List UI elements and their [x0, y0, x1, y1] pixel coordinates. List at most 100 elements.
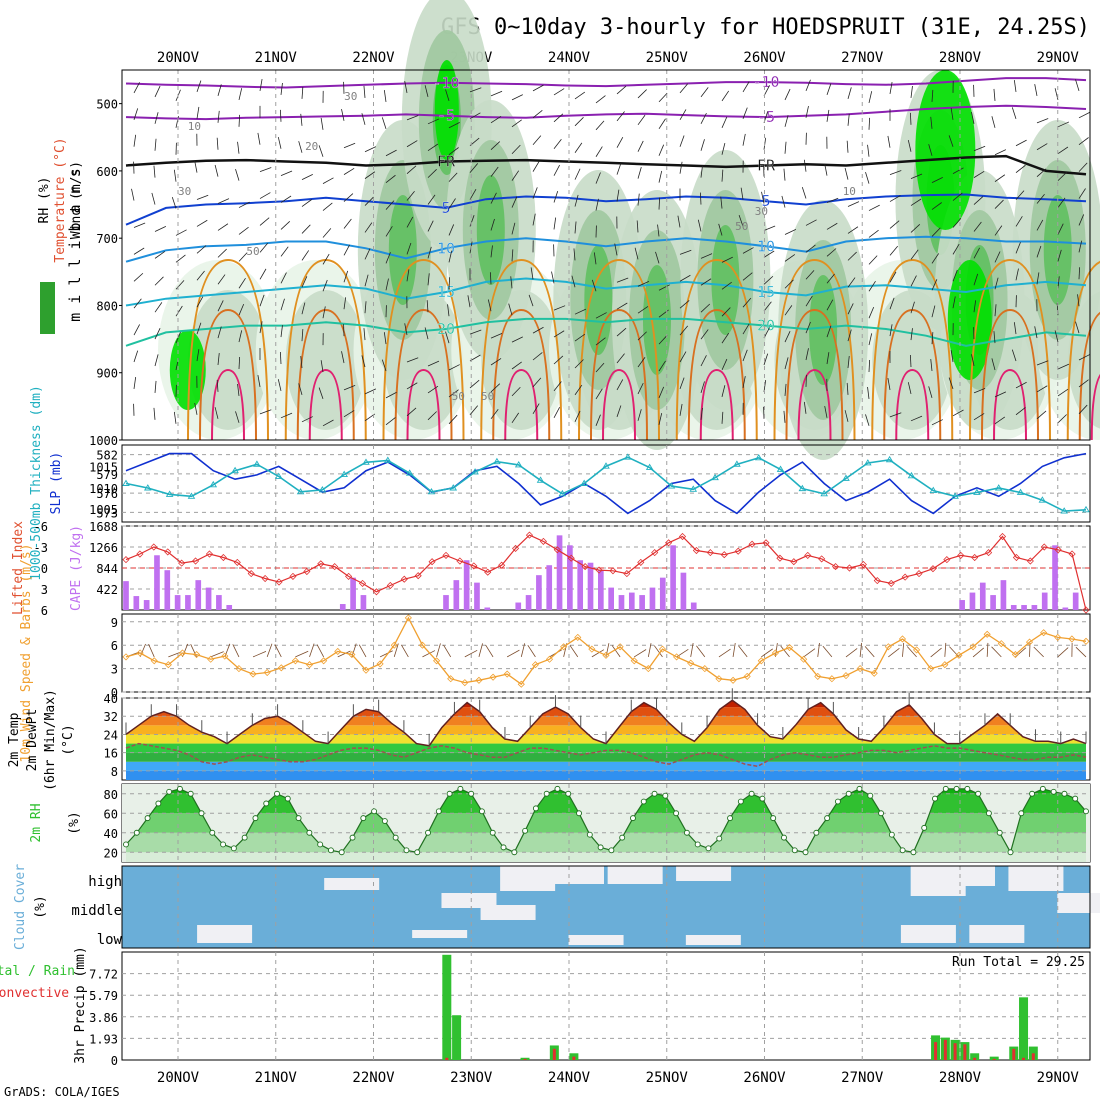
rh2m-point — [1051, 789, 1056, 794]
rh2m-point — [587, 832, 592, 837]
rh2m-point — [177, 786, 182, 791]
rh2m-point — [404, 848, 409, 853]
temp-band — [122, 698, 1090, 707]
cape-bar — [691, 603, 697, 610]
cape-bar — [639, 595, 645, 610]
precip-tick-label: 5.79 — [89, 989, 118, 1003]
pressure-tick-label: 600 — [96, 165, 118, 179]
cape-bar — [175, 595, 181, 610]
cloud-block — [481, 905, 536, 920]
rh2m-point — [663, 793, 668, 798]
cape-bar — [484, 608, 490, 610]
rh2m-point — [954, 786, 959, 791]
rh2m-point — [835, 799, 840, 804]
rh-shading — [389, 195, 417, 305]
rh2m-point — [889, 832, 894, 837]
precip-convective-bar — [944, 1040, 947, 1060]
cape-bar — [515, 603, 521, 610]
rh2m-point — [415, 850, 420, 855]
cloud-level-label: middle — [71, 903, 122, 919]
rh2m-point — [760, 796, 765, 801]
isotherm-label: 20 — [437, 320, 455, 338]
rh2m-point — [986, 811, 991, 816]
wind10m-barb — [992, 647, 1002, 657]
cape-bar — [154, 555, 160, 610]
footer-credit: GrADS: COLA/IGES — [4, 1085, 120, 1099]
rh2m-point — [900, 848, 905, 853]
cape-bar — [1021, 605, 1027, 610]
rh2m-point — [695, 842, 700, 847]
rh2m-tick-label: 40 — [104, 827, 118, 841]
rh-contour-label: 20 — [305, 140, 318, 153]
cloud-block — [197, 925, 252, 943]
cape-bar — [464, 560, 470, 610]
rh2m-point — [803, 850, 808, 855]
bottom-day-label: 26NOV — [743, 1070, 786, 1086]
rh2m-point — [361, 816, 366, 821]
cape-bar — [629, 593, 635, 610]
top-day-label: 29NOV — [1037, 50, 1080, 66]
rh2m-point — [372, 809, 377, 814]
rh2m-point — [382, 819, 387, 824]
cape-bar — [1011, 605, 1017, 610]
wind10m-barb — [1076, 647, 1086, 657]
rh2m-point — [932, 796, 937, 801]
rh2m-tick-label: 60 — [104, 807, 118, 821]
rh2m-point — [1073, 796, 1078, 801]
rh-contour-label: 50 — [735, 220, 748, 233]
rh-legend-swatch — [40, 282, 55, 334]
temp2m-axis-label: (°C) — [61, 724, 76, 755]
rh-contour-label: 50 — [481, 390, 494, 403]
wind10m-barb — [570, 645, 578, 657]
rh2m-point — [771, 816, 776, 821]
precip-total-bar — [1019, 997, 1028, 1060]
bottom-day-label: 20NOV — [157, 1070, 200, 1086]
rh2m-point — [479, 809, 484, 814]
cape-bar — [588, 563, 594, 610]
wind10m-barb — [739, 646, 748, 657]
rh2m-point — [566, 791, 571, 796]
cape-bar — [608, 588, 614, 610]
rh2m-point — [544, 791, 549, 796]
isotherm-label: -10 — [432, 74, 459, 92]
cape-bar — [660, 578, 666, 610]
cape-bar — [361, 595, 367, 610]
cape-bar — [619, 595, 625, 610]
wind10m-barb — [804, 649, 815, 657]
cape-bar — [144, 600, 150, 610]
cape-bar — [340, 604, 346, 610]
rh2m-point — [188, 791, 193, 796]
wind10m-tick-label: 3 — [111, 663, 118, 677]
pressure-axis-title: m i l l i b a r s — [66, 168, 84, 322]
cape-bar — [577, 560, 583, 610]
cape-bar — [650, 588, 656, 610]
bottom-day-label: 21NOV — [255, 1070, 298, 1086]
rh2m-point — [749, 791, 754, 796]
precip-tick-label: 0 — [111, 1054, 118, 1068]
precip-total-label: Total / Rain — [0, 964, 75, 979]
rh2m-point — [134, 830, 139, 835]
cape-tick-label: 844 — [96, 562, 118, 576]
precip-convective-bar — [1022, 1058, 1025, 1060]
precip-convective-bar — [973, 1058, 976, 1060]
rh-contour-label: 30 — [344, 90, 357, 103]
rh2m-tick-label: 20 — [104, 846, 118, 860]
temp-band — [122, 707, 1090, 716]
cape-bar — [1032, 605, 1038, 610]
rh2m-point — [652, 791, 657, 796]
rh2m-tick-label: 80 — [104, 788, 118, 802]
rh-contour-label: 30 — [755, 205, 768, 218]
top-day-label: 28NOV — [939, 50, 982, 66]
cloud-level-label: high — [88, 874, 122, 890]
cape-bar — [443, 595, 449, 610]
li-tick-label: 0 — [41, 562, 48, 576]
cape-bar — [216, 595, 222, 610]
wind10m-barb — [1034, 647, 1044, 657]
bottom-day-label: 22NOV — [352, 1070, 395, 1086]
cloud-block — [569, 935, 624, 945]
cloud-block — [1057, 893, 1100, 913]
wind10m-tick-label: 6 — [111, 639, 118, 653]
temp-band — [122, 771, 1090, 780]
wind10m-barb — [401, 645, 408, 657]
